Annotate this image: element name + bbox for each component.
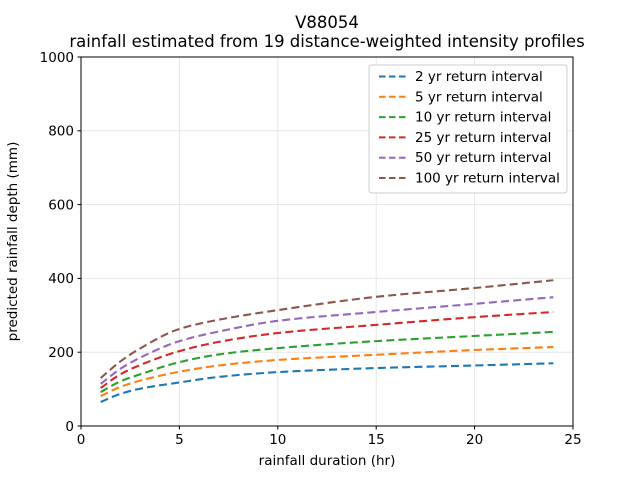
legend: 2 yr return interval 5 yr return interva… (368, 64, 568, 194)
legend-label: 10 yr return interval (415, 110, 551, 126)
x-tick-label: 20 (466, 432, 483, 448)
y-tick-label: 600 (48, 197, 74, 213)
legend-item: 50 yr return interval (379, 150, 551, 166)
x-tick-label: 5 (175, 432, 184, 448)
series-lines (99, 279, 554, 403)
legend-box (368, 64, 568, 194)
legend-item: 2 yr return interval (379, 69, 543, 85)
y-tick-label: 200 (48, 345, 74, 361)
chart-title: V88054 (295, 13, 359, 32)
legend-label: 100 yr return interval (415, 171, 560, 187)
x-tick-label: 10 (269, 432, 286, 448)
series-line-4 (100, 296, 554, 385)
series-line-3 (100, 310, 554, 389)
legend-label: 2 yr return interval (415, 69, 543, 85)
legend-item: 5 yr return interval (379, 89, 543, 105)
y-axis-label: predicted rainfall depth (mm) (5, 142, 21, 342)
series-line-0 (100, 362, 554, 403)
plot-area-border (80, 56, 574, 427)
x-tick-label: 25 (564, 432, 581, 448)
chart-subtitle: rainfall estimated from 19 distance-weig… (69, 32, 584, 51)
y-tick-label: 800 (48, 124, 74, 140)
axis-ticks: 0 5 10 15 20 25 0 200 400 600 800 1000 (40, 50, 582, 448)
legend-label: 5 yr return interval (415, 89, 543, 105)
series-line-5 (99, 279, 554, 379)
y-tick-label: 400 (48, 271, 74, 287)
legend-label: 25 yr return interval (415, 130, 551, 146)
x-tick-label: 15 (368, 432, 385, 448)
x-axis-label: rainfall duration (hr) (259, 453, 396, 469)
x-tick-label: 0 (77, 432, 86, 448)
series-line-1 (100, 345, 554, 398)
series-line-2 (100, 330, 554, 393)
legend-label: 50 yr return interval (415, 150, 551, 166)
legend-item: 100 yr return interval (379, 171, 560, 187)
y-tick-label: 1000 (40, 50, 74, 66)
y-tick-label: 0 (65, 419, 74, 435)
legend-item: 10 yr return interval (379, 110, 551, 126)
legend-item: 25 yr return interval (379, 130, 551, 146)
